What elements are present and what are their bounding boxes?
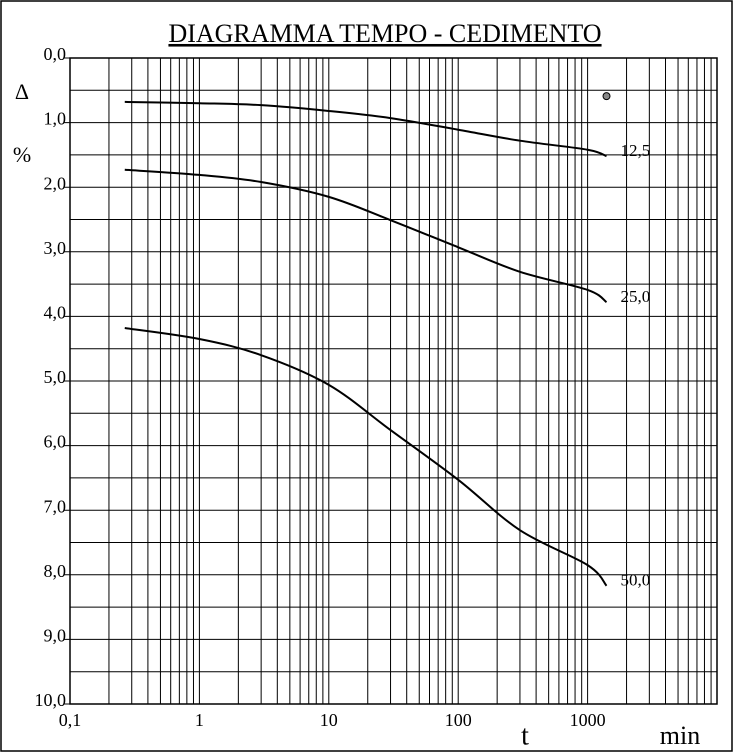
x-tick-label: 1000	[570, 710, 606, 730]
y-tick-label: 0,0	[44, 44, 67, 64]
y-tick-label: 8,0	[44, 561, 67, 581]
curve	[124, 327, 608, 587]
series-label: 50,0	[621, 571, 651, 590]
curve	[124, 100, 607, 158]
y-tick-label: 2,0	[44, 173, 67, 193]
curve	[124, 168, 608, 304]
x-axis-label: t	[521, 720, 529, 751]
y-axis-label: %	[13, 142, 31, 167]
plot-border	[69, 57, 718, 705]
y-tick-label: 4,0	[44, 303, 67, 323]
series-label: 25,0	[621, 287, 651, 306]
y-tick-label: 10,0	[35, 690, 67, 710]
x-tick-label: 10	[320, 710, 338, 730]
point	[602, 92, 611, 101]
y-tick-label: 3,0	[44, 238, 67, 258]
x-tick-label: 100	[445, 710, 472, 730]
y-tick-label: 7,0	[44, 496, 67, 516]
y-tick-label: 5,0	[44, 367, 67, 387]
chart-title: DIAGRAMMA TEMPO - CEDIMENTO	[168, 19, 601, 48]
y-tick-label: 9,0	[44, 626, 67, 646]
x-tick-label: 1	[195, 710, 204, 730]
y-tick-label: 1,0	[44, 109, 67, 129]
y-tick-label: 6,0	[44, 432, 67, 452]
x-tick-label: 0,1	[59, 710, 82, 730]
y-axis-label: Δ	[15, 79, 29, 104]
x-axis-label: min	[660, 721, 700, 750]
series-label: 12,5	[621, 141, 651, 160]
